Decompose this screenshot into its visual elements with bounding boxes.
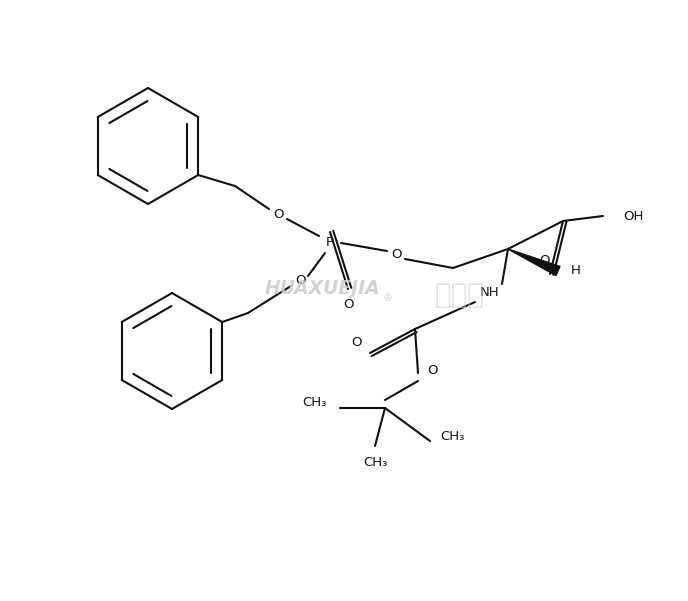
Text: O: O — [344, 299, 354, 311]
Text: O: O — [272, 207, 283, 221]
Text: OH: OH — [623, 210, 643, 222]
Text: NH: NH — [480, 287, 499, 299]
Text: O: O — [351, 337, 361, 350]
Text: HUAXUEJIA: HUAXUEJIA — [265, 279, 380, 299]
Text: O: O — [540, 254, 550, 267]
Text: O: O — [391, 248, 401, 261]
Text: O: O — [427, 364, 438, 377]
Text: 化学加: 化学加 — [435, 281, 485, 309]
Text: ®: ® — [383, 293, 393, 303]
Text: P: P — [326, 237, 334, 249]
Polygon shape — [508, 249, 560, 276]
Text: H: H — [571, 264, 581, 278]
Text: O: O — [294, 275, 305, 287]
Text: CH₃: CH₃ — [363, 457, 387, 469]
Text: CH₃: CH₃ — [302, 395, 326, 409]
Text: CH₃: CH₃ — [440, 430, 464, 442]
